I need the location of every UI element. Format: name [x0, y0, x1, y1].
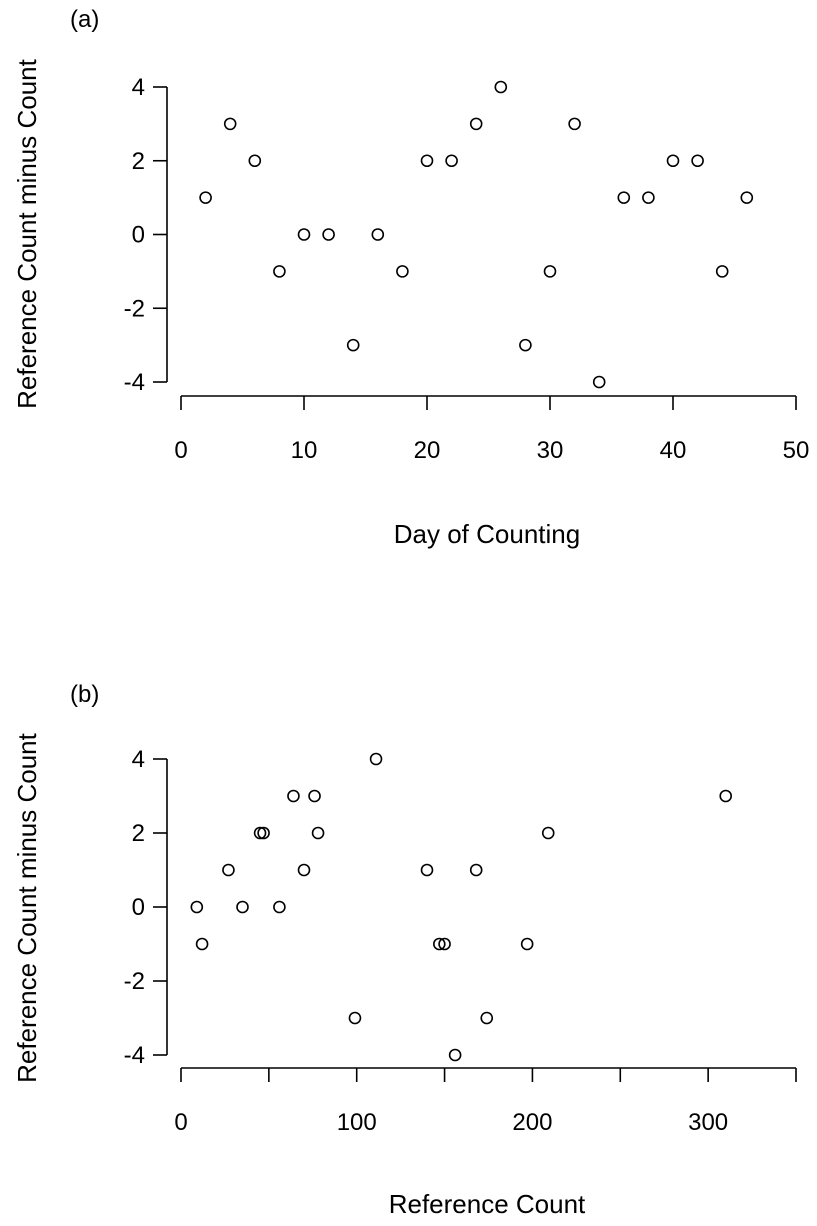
panel-b-data-point	[311, 826, 325, 840]
panel-a-data-point	[248, 154, 262, 168]
panel-a-data-point	[666, 154, 680, 168]
panel-a-data-point	[691, 154, 704, 168]
panel-b-y-tick-label: 2	[132, 820, 145, 847]
panel-b-points	[190, 752, 733, 1062]
panel-b-x-axis: 0 100 200 300	[174, 1067, 797, 1136]
panel-a-x-tick-label: 30	[537, 437, 564, 464]
panel-a-data-point	[519, 338, 532, 352]
panel-a-data-point	[371, 228, 385, 241]
panel-a-data-point	[420, 154, 434, 168]
panel-b-x-axis-title: Reference Count	[389, 1189, 586, 1219]
panel-b-data-point	[308, 789, 321, 803]
panel-a-x-tick-label: 20	[414, 437, 441, 464]
panel-a-data-point	[273, 265, 286, 278]
panel-a-x-tick-label: 10	[291, 437, 318, 464]
panel-a-data-point	[592, 375, 606, 389]
panel-b-scatter-plot: (b) Reference Count minus Count Referenc…	[12, 681, 797, 1219]
panel-b-data-point	[257, 826, 270, 840]
panel-a-data-point	[396, 265, 409, 278]
panel-b-x-tick-label: 300	[688, 1109, 728, 1136]
panel-b-data-point	[369, 752, 383, 766]
panel-a-data-point	[322, 228, 335, 241]
panel-b-y-tick-label: -2	[124, 968, 145, 995]
panel-b-y-axis: -4 -2 0 2 4	[124, 746, 168, 1069]
panel-b-data-point	[236, 900, 249, 914]
panel-b-data-point	[297, 863, 311, 877]
panel-b-x-tick-label: 0	[174, 1109, 187, 1136]
panel-a-data-point	[445, 154, 458, 168]
panel-b-data-point	[253, 826, 267, 840]
panel-a-data-point	[642, 191, 655, 204]
panel-b-data-point	[541, 826, 555, 840]
panel-a-x-tick-label: 0	[174, 437, 187, 464]
panel-a-data-point	[199, 191, 212, 204]
panel-b-data-point	[469, 863, 483, 877]
panel-a-x-tick-label: 40	[660, 437, 687, 464]
panel-a-label: (a)	[70, 6, 99, 33]
panel-a-x-axis: 0 10 20 30 40 50	[174, 395, 810, 464]
panel-b-y-tick-label: 4	[132, 746, 145, 773]
panel-b-label: (b)	[70, 681, 99, 708]
panel-a-x-tick-label: 50	[783, 437, 810, 464]
panel-a-points	[199, 80, 754, 389]
panel-b-data-point	[287, 789, 300, 803]
panel-b-y-tick-label: 0	[132, 894, 145, 921]
panel-b-data-point	[222, 863, 235, 877]
panel-a-y-tick-label: -2	[124, 295, 145, 322]
panel-b-data-point	[719, 789, 733, 803]
panel-a-y-tick-label: 2	[132, 148, 145, 175]
panel-a-data-point	[223, 117, 237, 131]
panel-b-data-point	[480, 1011, 494, 1025]
panel-a-y-axis: -4 -2 0 2 4	[124, 74, 168, 396]
panel-b-data-point	[520, 937, 534, 951]
panel-a-data-point	[715, 265, 729, 278]
panel-a-data-point	[469, 117, 483, 131]
panel-b-data-point	[195, 937, 209, 951]
panel-b-data-point	[432, 937, 446, 951]
panel-a-scatter-plot: (a) Reference Count minus Count Day of C…	[12, 6, 809, 549]
panel-a-y-tick-label: -4	[124, 369, 145, 396]
panel-b-data-point	[273, 900, 286, 914]
panel-a-data-point	[297, 228, 311, 241]
panel-b-data-point	[448, 1048, 462, 1062]
panel-a-data-point	[543, 265, 557, 278]
panel-b-data-point	[348, 1011, 362, 1025]
panel-b-data-point	[420, 863, 434, 877]
panel-a-y-axis-title: Reference Count minus Count	[12, 58, 42, 409]
panel-a-y-tick-label: 4	[132, 74, 145, 101]
panel-a-x-axis-title: Day of Counting	[394, 519, 580, 549]
panel-a-data-point	[346, 338, 360, 352]
panel-a-y-tick-label: 0	[132, 222, 145, 249]
panel-b-y-tick-label: -4	[124, 1042, 145, 1069]
panel-b-x-tick-label: 100	[337, 1109, 377, 1136]
panel-b-data-point	[438, 937, 451, 951]
panel-b-x-tick-label: 200	[512, 1109, 552, 1136]
panel-b-data-point	[190, 900, 204, 914]
panel-a-data-point	[494, 80, 508, 94]
panel-a-data-point	[568, 117, 581, 131]
panel-a-data-point	[740, 191, 754, 204]
panel-a-data-point	[617, 191, 631, 204]
panel-b-y-axis-title: Reference Count minus Count	[12, 732, 42, 1083]
